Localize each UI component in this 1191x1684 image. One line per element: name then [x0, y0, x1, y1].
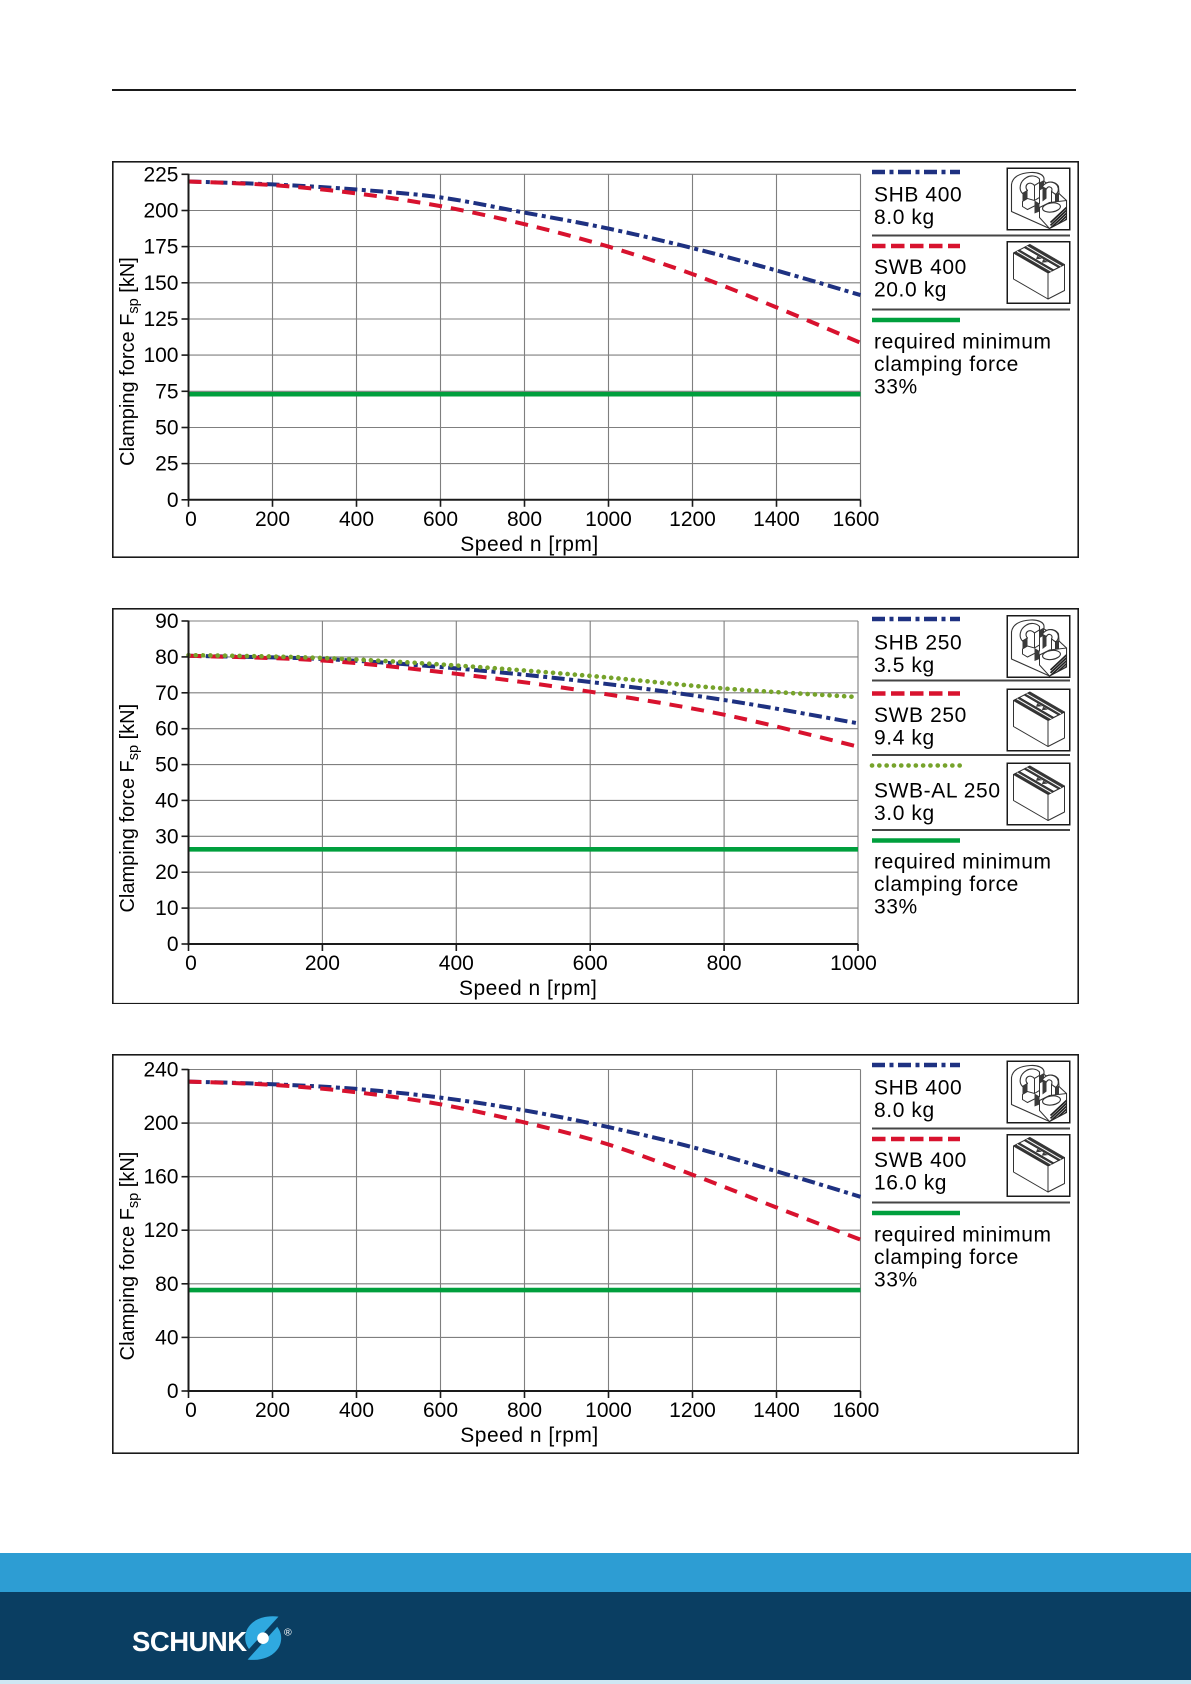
svg-text:70: 70 — [155, 681, 178, 704]
svg-text:150: 150 — [143, 272, 178, 295]
svg-text:225: 225 — [143, 163, 178, 186]
svg-text:175: 175 — [143, 236, 178, 259]
svg-text:SHB 400: SHB 400 — [874, 1077, 962, 1100]
svg-text:3.5 kg: 3.5 kg — [874, 654, 935, 677]
svg-text:400: 400 — [339, 508, 374, 531]
svg-text:120: 120 — [143, 1219, 178, 1242]
svg-text:Clamping force Fsp [kN]: Clamping force Fsp [kN] — [117, 1152, 142, 1361]
svg-text:240: 240 — [143, 1059, 178, 1082]
svg-text:1200: 1200 — [669, 1399, 716, 1422]
svg-text:SWB 250: SWB 250 — [874, 704, 967, 727]
svg-text:60: 60 — [155, 717, 178, 740]
svg-text:40: 40 — [155, 789, 178, 812]
svg-text:10: 10 — [155, 897, 178, 920]
svg-text:200: 200 — [255, 508, 290, 531]
svg-text:required minimum: required minimum — [874, 1224, 1052, 1247]
svg-text:clamping force: clamping force — [874, 1246, 1019, 1269]
svg-text:25: 25 — [155, 453, 178, 476]
svg-text:1400: 1400 — [753, 1399, 800, 1422]
svg-text:0: 0 — [185, 952, 197, 975]
svg-text:800: 800 — [707, 952, 742, 975]
svg-text:160: 160 — [143, 1166, 178, 1189]
svg-text:0: 0 — [185, 508, 197, 531]
svg-text:50: 50 — [155, 417, 178, 440]
svg-text:Speed n [rpm]: Speed n [rpm] — [460, 533, 598, 556]
svg-text:400: 400 — [339, 1399, 374, 1422]
svg-text:80: 80 — [155, 645, 178, 668]
svg-text:3.0 kg: 3.0 kg — [874, 802, 935, 825]
svg-text:8.0 kg: 8.0 kg — [874, 1099, 935, 1122]
svg-text:Speed n [rpm]: Speed n [rpm] — [460, 1424, 598, 1447]
svg-text:1200: 1200 — [669, 508, 716, 531]
svg-text:50: 50 — [155, 753, 178, 776]
svg-text:1000: 1000 — [585, 508, 632, 531]
svg-text:®: ® — [284, 1627, 292, 1639]
svg-text:600: 600 — [573, 952, 608, 975]
svg-text:200: 200 — [143, 1112, 178, 1135]
svg-text:33%: 33% — [874, 376, 918, 399]
svg-text:30: 30 — [155, 825, 178, 848]
svg-text:clamping force: clamping force — [874, 353, 1019, 376]
svg-text:SHB 250: SHB 250 — [874, 631, 962, 654]
svg-text:40: 40 — [155, 1326, 178, 1349]
svg-text:33%: 33% — [874, 1269, 918, 1292]
svg-text:1400: 1400 — [753, 508, 800, 531]
svg-text:Speed n [rpm]: Speed n [rpm] — [459, 977, 597, 1000]
svg-text:800: 800 — [507, 1399, 542, 1422]
svg-text:1600: 1600 — [833, 508, 880, 531]
svg-text:33%: 33% — [874, 895, 918, 918]
svg-text:clamping force: clamping force — [874, 873, 1019, 896]
svg-text:100: 100 — [143, 344, 178, 367]
svg-text:0: 0 — [167, 489, 179, 512]
svg-text:200: 200 — [255, 1399, 290, 1422]
svg-text:SWB 400: SWB 400 — [874, 1149, 967, 1172]
svg-text:1000: 1000 — [830, 952, 877, 975]
svg-text:9.4 kg: 9.4 kg — [874, 726, 935, 749]
svg-text:1600: 1600 — [833, 1399, 880, 1422]
svg-text:SCHUNK: SCHUNK — [132, 1626, 247, 1657]
svg-text:400: 400 — [439, 952, 474, 975]
svg-text:125: 125 — [143, 308, 178, 331]
svg-text:600: 600 — [423, 508, 458, 531]
svg-text:200: 200 — [305, 952, 340, 975]
svg-text:90: 90 — [155, 610, 178, 633]
svg-text:600: 600 — [423, 1399, 458, 1422]
svg-text:80: 80 — [155, 1273, 178, 1296]
svg-text:20.0 kg: 20.0 kg — [874, 279, 947, 302]
svg-text:0: 0 — [185, 1399, 197, 1422]
svg-text:required minimum: required minimum — [874, 331, 1052, 354]
svg-text:8.0 kg: 8.0 kg — [874, 206, 935, 229]
svg-text:75: 75 — [155, 380, 178, 403]
svg-text:SWB 400: SWB 400 — [874, 256, 967, 279]
svg-text:SHB 400: SHB 400 — [874, 184, 962, 207]
svg-text:0: 0 — [167, 933, 179, 956]
svg-text:Clamping force Fsp [kN]: Clamping force Fsp [kN] — [117, 257, 142, 466]
svg-text:20: 20 — [155, 861, 178, 884]
svg-text:16.0 kg: 16.0 kg — [874, 1172, 947, 1195]
svg-text:200: 200 — [143, 200, 178, 223]
svg-text:1000: 1000 — [585, 1399, 632, 1422]
svg-text:800: 800 — [507, 508, 542, 531]
svg-text:0: 0 — [167, 1380, 179, 1403]
svg-text:SWB-AL 250: SWB-AL 250 — [874, 779, 1001, 802]
svg-text:required minimum: required minimum — [874, 850, 1052, 873]
svg-text:Clamping force Fsp [kN]: Clamping force Fsp [kN] — [117, 703, 142, 912]
